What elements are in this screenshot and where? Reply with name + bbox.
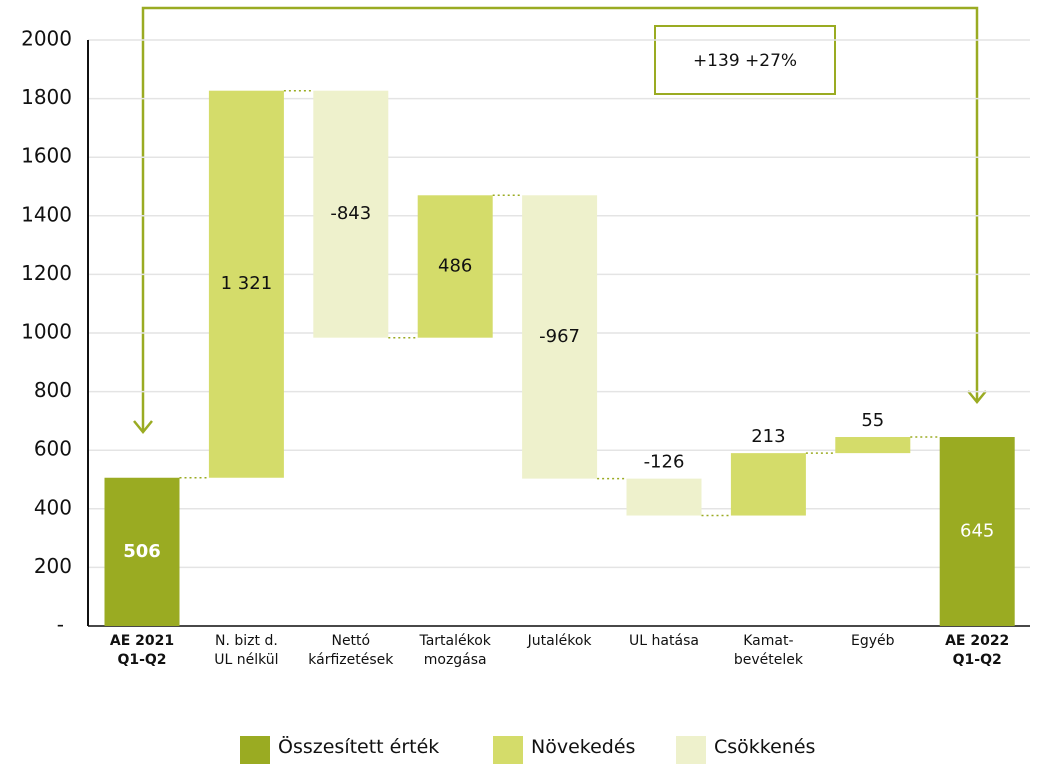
y-tick-label: 400: [34, 495, 72, 519]
x-tick-label: UL hatása: [629, 633, 699, 649]
x-tick-label: Jutalékok: [527, 633, 592, 649]
bar: [730, 453, 806, 516]
bar: [313, 90, 389, 338]
value-label: 55: [861, 410, 884, 431]
annotation: +139 +27%: [693, 51, 797, 71]
bar: [417, 195, 493, 338]
bar: [626, 478, 702, 516]
value-label: 1 321: [221, 273, 273, 294]
value-label: 645: [960, 521, 994, 542]
y-tick-label: 1000: [21, 320, 72, 344]
y-tick-label: 1800: [21, 85, 72, 109]
annotation-box: [654, 25, 836, 95]
legend-swatch: [493, 736, 523, 764]
y-tick-label: 2000: [21, 27, 72, 51]
y-tick-label: 800: [34, 378, 72, 402]
value-label: -967: [539, 326, 580, 347]
x-tick-label: Nettó kárfizetések: [308, 633, 394, 668]
x-tick-label: N. bizt d. UL nélkül: [214, 633, 279, 668]
value-label: 213: [751, 426, 785, 447]
value-label: 486: [438, 255, 472, 276]
legend-label: Növekedés: [531, 736, 636, 758]
change-arrow: [133, 6, 987, 434]
y-tick-label: 1600: [21, 144, 72, 168]
y-tick-label: -: [57, 613, 64, 637]
legend-label: Csökkenés: [714, 736, 816, 758]
y-tick-label: 1400: [21, 202, 72, 226]
bar: [208, 90, 284, 478]
x-tick-label: Egyéb: [851, 633, 895, 649]
bar: [104, 477, 180, 626]
y-tick-label: 600: [34, 437, 72, 461]
x-tick-label: AE 2021 Q1-Q2: [109, 633, 175, 668]
x-tick-label: Tartalékok mozgása: [419, 633, 491, 668]
y-tick-label: 200: [34, 554, 72, 578]
bar: [835, 437, 911, 454]
value-label: 506: [123, 541, 161, 562]
value-label: -843: [330, 203, 371, 224]
x-tick-label: AE 2022 Q1-Q2: [945, 633, 1010, 668]
legend-swatch: [240, 736, 270, 764]
x-tick-label: Kamat- bevételek: [733, 633, 803, 668]
legend-swatch: [676, 736, 706, 764]
value-label: -126: [644, 452, 685, 473]
y-tick-label: 1200: [21, 261, 72, 285]
bar: [522, 195, 598, 479]
bar: [939, 437, 1015, 626]
legend-label: Összesített érték: [278, 736, 440, 758]
